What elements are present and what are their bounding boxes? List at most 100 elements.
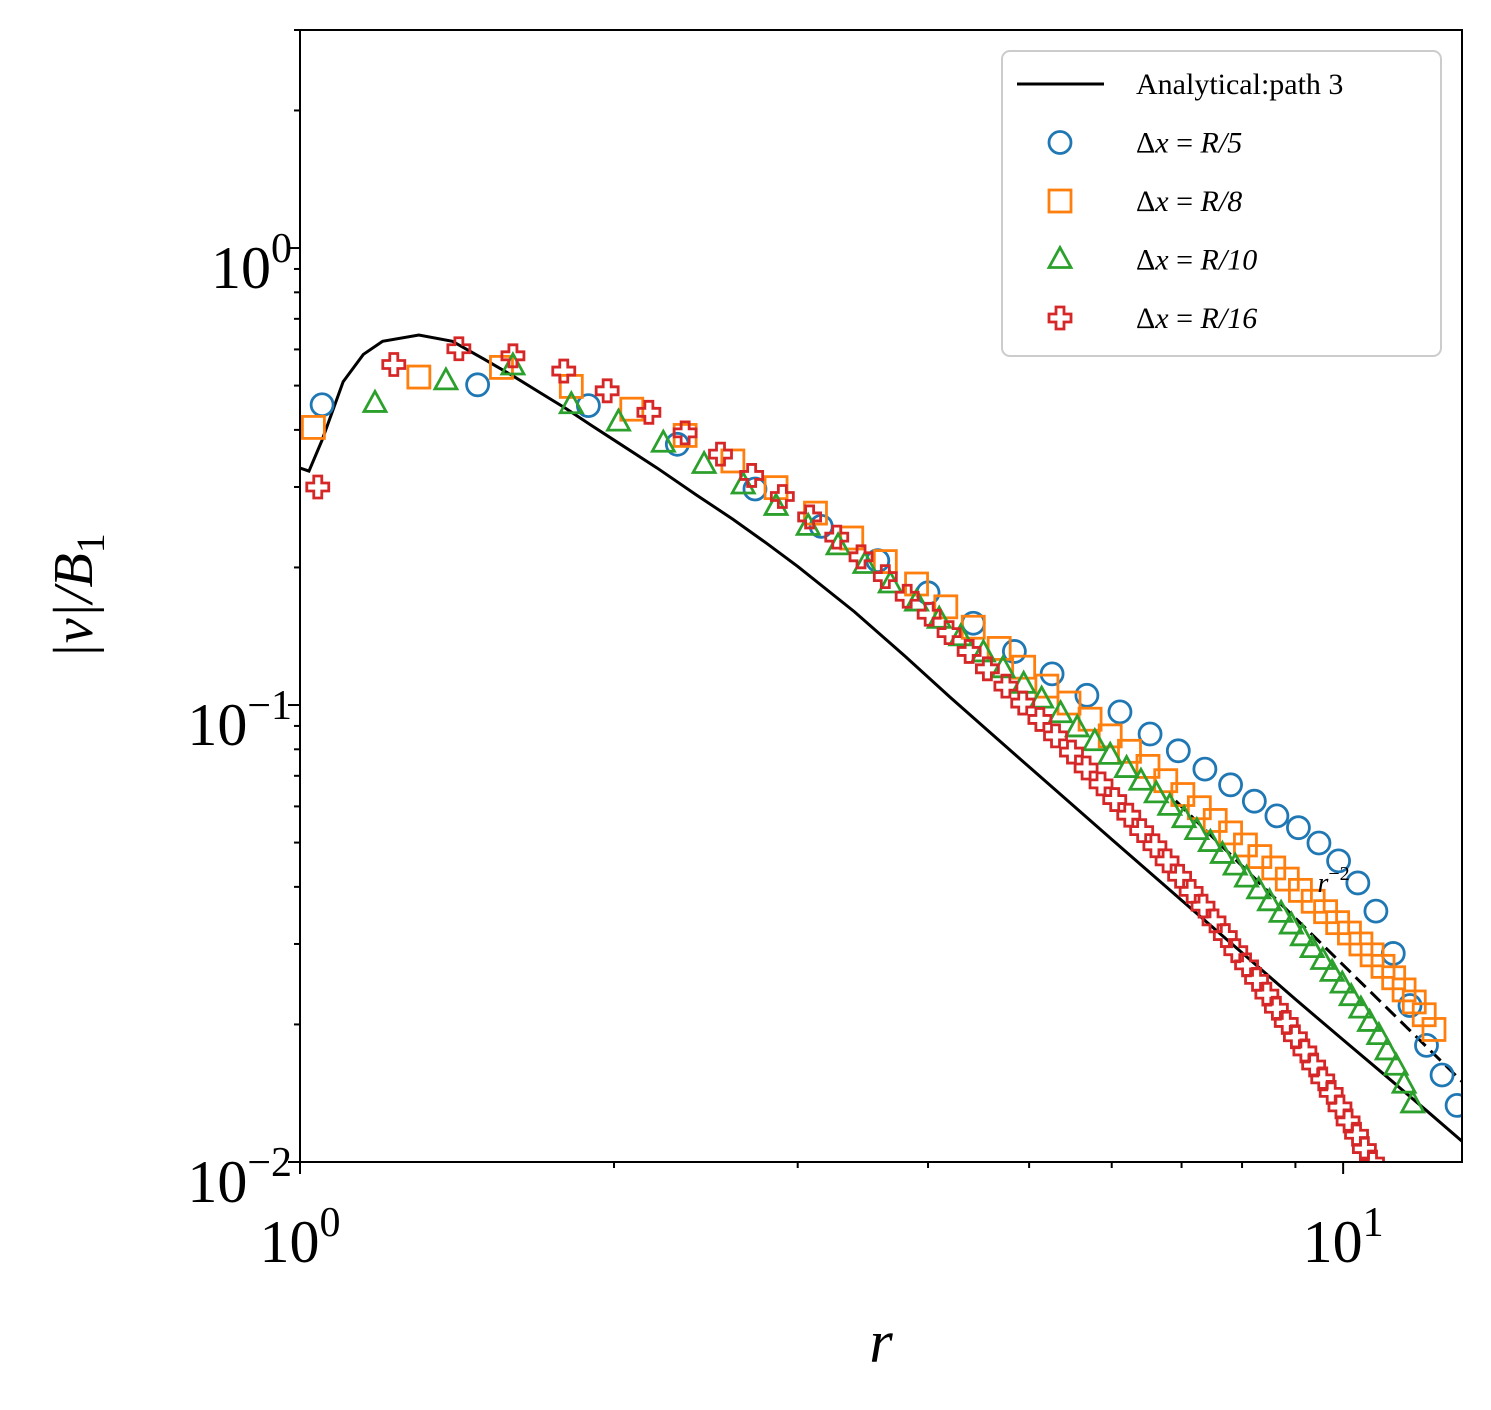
- marker-triangle: [1356, 1007, 1383, 1032]
- marker-circle: [1429, 1062, 1455, 1088]
- legend-marker-plus: [1047, 305, 1073, 331]
- reference-line: [1174, 799, 1462, 1083]
- reference-label-exp: −2: [1328, 863, 1349, 885]
- y-axis-label-main: |v|/B: [43, 553, 105, 658]
- marker-triangle: [1233, 863, 1260, 888]
- marker-plus: [672, 420, 698, 446]
- legend-label-part: R/8: [1200, 185, 1243, 218]
- y-axis-label-sub: 1: [68, 533, 113, 553]
- y-tick-label-base: 10: [211, 235, 271, 301]
- legend-label-part: Δ: [1136, 185, 1155, 218]
- marker-plus: [916, 601, 942, 627]
- marker-square: [1011, 654, 1037, 680]
- marker-square: [406, 364, 432, 390]
- y-tick-label-exp: −2: [247, 1140, 292, 1186]
- legend-label-part: Δ: [1136, 302, 1155, 335]
- marker-circle: [1001, 639, 1027, 664]
- marker-triangle: [1399, 1089, 1427, 1114]
- marker-plus: [1335, 1108, 1361, 1134]
- marker-plus: [1027, 707, 1053, 732]
- marker-triangle: [1390, 1069, 1418, 1094]
- marker-plus: [769, 484, 795, 509]
- marker-triangle: [1337, 981, 1365, 1007]
- marker-triangle: [1197, 827, 1224, 852]
- legend-label-part: x: [1154, 244, 1169, 277]
- marker-triangle: [1047, 698, 1074, 724]
- marker-triangle: [1382, 1051, 1410, 1076]
- marker-circle: [1074, 682, 1100, 708]
- marker-plus: [824, 524, 850, 550]
- marker-triangle: [1245, 874, 1273, 900]
- marker-circle: [1137, 721, 1163, 747]
- y-tick-label: 100: [211, 226, 292, 301]
- marker-plus: [936, 620, 962, 646]
- marker-triangle: [1096, 740, 1124, 765]
- marker-circle: [1264, 803, 1290, 829]
- marker-triangle: [1318, 957, 1346, 982]
- legend-label-part: =: [1169, 127, 1201, 160]
- y-axis-label: |v|/B1: [43, 533, 113, 658]
- marker-triangle: [851, 549, 879, 574]
- y-tick-label-base: 10: [187, 1149, 247, 1215]
- marker-plus: [739, 463, 765, 488]
- reference-label: r−2: [1318, 863, 1350, 899]
- marker-circle: [1165, 738, 1191, 764]
- legend-label-part: R/10: [1200, 244, 1258, 277]
- marker-plus: [1010, 690, 1036, 716]
- marker-triangle: [1298, 933, 1326, 959]
- marker-square: [1421, 1017, 1447, 1042]
- marker-triangle: [1209, 839, 1236, 864]
- x-tick-label-exp: 1: [1363, 1200, 1384, 1246]
- y-tick-label: 10−1: [187, 683, 292, 758]
- legend-label-part: Δ: [1136, 244, 1155, 277]
- marker-triangle: [1063, 713, 1091, 738]
- marker-plus: [446, 336, 472, 362]
- legend-label-part: x: [1154, 185, 1169, 218]
- marker-plus: [551, 358, 577, 384]
- marker-triangle: [1156, 791, 1184, 816]
- marker-triangle: [876, 569, 904, 594]
- marker-plus: [894, 583, 920, 609]
- legend-label-part: R/5: [1200, 127, 1243, 160]
- marker-triangle: [1289, 921, 1316, 947]
- marker-square: [1186, 795, 1212, 821]
- marker-plus: [872, 564, 898, 589]
- marker-triangle: [1277, 910, 1305, 935]
- legend-label-part: R/16: [1200, 302, 1258, 335]
- legend-marker-circle: [1047, 130, 1073, 155]
- marker-circle: [1107, 699, 1133, 725]
- marker-triangle: [1113, 753, 1140, 778]
- legend-label-part: =: [1169, 244, 1201, 277]
- marker-plus: [500, 343, 526, 369]
- marker-circle: [1218, 772, 1243, 798]
- marker-triangle: [1127, 766, 1155, 791]
- marker-plus: [708, 441, 733, 467]
- marker-plus: [1310, 1066, 1336, 1092]
- legend-label-part: =: [1169, 302, 1201, 335]
- marker-triangle: [1365, 1020, 1393, 1046]
- legend-label-analytical: Analytical:path 3: [1136, 68, 1343, 101]
- marker-circle: [1414, 1032, 1439, 1058]
- marker-plus: [636, 399, 662, 425]
- analytical-curve: [300, 333, 1462, 1143]
- marker-plus: [848, 544, 874, 570]
- x-tick-label: 100: [260, 1200, 341, 1275]
- scatter-markers: [300, 336, 1462, 1162]
- marker-circle: [1306, 830, 1332, 856]
- x-tick-label-exp: 0: [320, 1200, 341, 1246]
- marker-plus: [594, 378, 620, 404]
- marker-triangle: [1256, 886, 1283, 912]
- legend-label: Δx = R/16: [1136, 302, 1257, 335]
- marker-triangle: [649, 428, 677, 453]
- reference-label-base: r: [1318, 868, 1329, 899]
- legend-label: Δx = R/8: [1136, 185, 1242, 218]
- marker-square: [872, 549, 898, 574]
- y-tick-label: 10−2: [187, 1140, 292, 1215]
- marker-plus: [1351, 1136, 1377, 1161]
- marker-triangle: [557, 389, 585, 415]
- marker-plus: [797, 504, 823, 530]
- y-tick-label-exp: 0: [271, 226, 292, 272]
- marker-circle: [1363, 898, 1389, 924]
- marker-circle: [1345, 870, 1371, 896]
